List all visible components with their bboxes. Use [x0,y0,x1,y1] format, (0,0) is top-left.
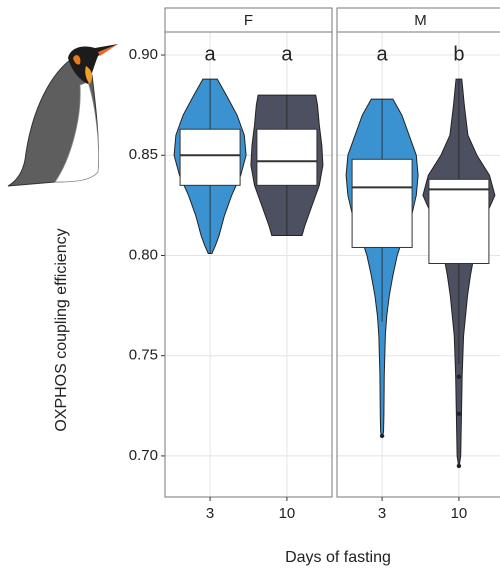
outlier [457,375,461,379]
facet-label: F [244,12,253,29]
penguin-illustration [8,44,118,186]
y-axis-label: OXPHOS coupling efficiency [53,228,70,431]
y-tick-label: 0.85 [129,146,158,163]
x-tick-label: 3 [206,505,214,522]
x-tick-label: 3 [378,505,386,522]
significance-letter: a [281,43,293,65]
box [429,179,489,263]
facet-label: M [414,12,427,29]
significance-letter: a [377,43,389,65]
y-tick-label: 0.75 [129,347,158,364]
page: {"chart_data": {"type": "violin", "x_lab… [0,0,500,570]
y-tick-label: 0.80 [129,246,158,263]
y-tick-label: 0.90 [129,46,158,63]
x-tick-label: 10 [279,505,296,522]
box [257,129,317,185]
outlier [457,412,461,416]
panel-border [337,32,500,497]
outlier [380,434,384,438]
box [180,129,240,185]
x-axis-label: Days of fasting [285,549,391,566]
box [352,159,412,247]
outlier [457,464,461,468]
y-tick-label: 0.70 [129,447,158,464]
chart: 0.70 0.75 0.80 0.85 0.90 OXPHOS coupling effi… [0,0,500,570]
significance-letter: b [453,43,464,65]
x-tick-label: 10 [451,505,468,522]
significance-letter: a [205,43,217,65]
